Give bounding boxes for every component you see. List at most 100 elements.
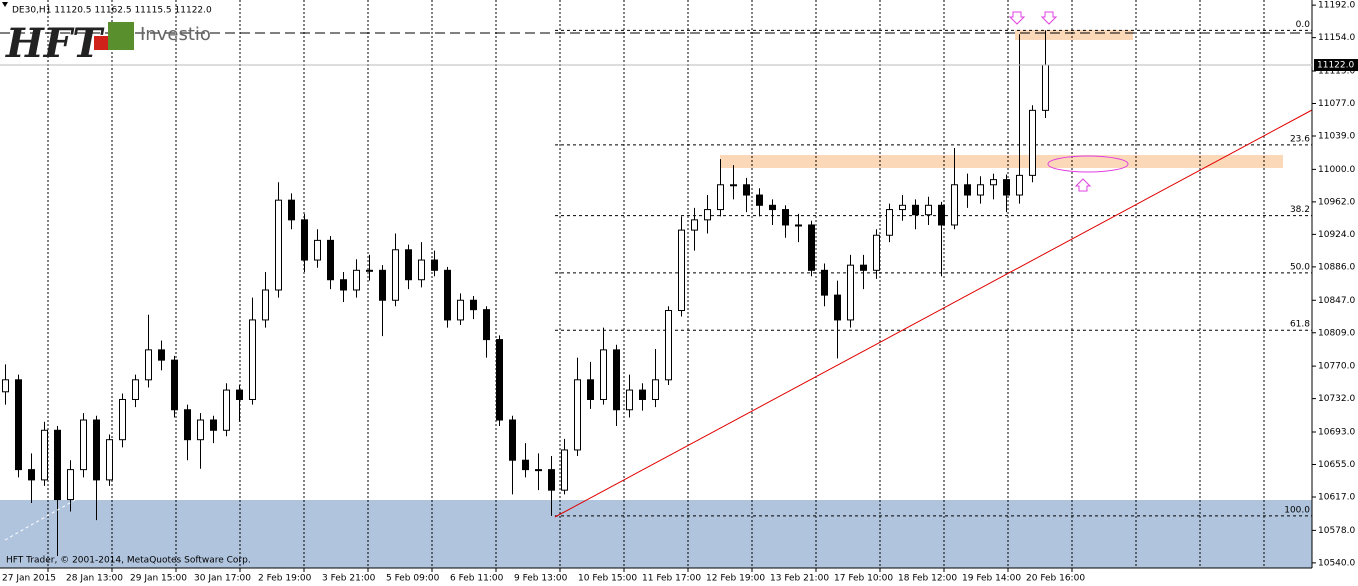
y-tick-label: 11154.0 <box>1318 33 1355 43</box>
candle-body <box>28 469 35 481</box>
candle-body <box>795 224 802 227</box>
candle-body <box>769 204 776 211</box>
arrow-up <box>1074 178 1092 192</box>
candle-body <box>626 389 633 411</box>
x-tick-label: 20 Feb 16:00 <box>1026 574 1085 584</box>
candle-body <box>1016 174 1023 196</box>
candle-body <box>899 204 906 211</box>
drawings <box>0 11 1313 541</box>
fibonacci: 0.0 23.6 38.2 50.0 61.8 100.0 <box>555 20 1312 517</box>
candle-body <box>483 309 490 341</box>
candle-body <box>509 419 516 461</box>
candle-body <box>821 269 828 296</box>
candle-body <box>327 239 334 281</box>
candle-body <box>470 299 477 311</box>
candle-body <box>158 349 165 361</box>
fib-label: 50.0 <box>1290 262 1310 272</box>
bid-label: 11122.0 <box>1317 61 1354 71</box>
candles <box>2 30 1049 557</box>
candle-body <box>93 419 100 481</box>
y-tick-label: 10924.0 <box>1318 230 1355 240</box>
candle-body <box>834 294 841 321</box>
x-tick-label: 5 Feb 09:00 <box>386 574 440 584</box>
candle-body <box>210 419 217 431</box>
arrow-down <box>1008 11 1026 25</box>
candle-body <box>717 184 724 211</box>
y-tick-label: 11039.0 <box>1318 132 1355 142</box>
candle-body <box>444 269 451 321</box>
y-tick-label: 10655.0 <box>1318 460 1355 470</box>
resistance-zone <box>1015 30 1133 40</box>
x-tick-label: 28 Jan 13:00 <box>66 574 123 584</box>
background <box>0 30 1312 568</box>
y-tick-label: 10617.0 <box>1318 493 1355 503</box>
candle-body <box>457 299 464 321</box>
candle-body <box>587 379 594 400</box>
candle-body <box>964 184 971 196</box>
y-tick-label: 11000.0 <box>1318 165 1355 175</box>
grid <box>47 0 1265 568</box>
candle-body <box>639 389 646 400</box>
candle-body <box>756 194 763 206</box>
y-tick-label: 10540.0 <box>1318 558 1355 568</box>
y-tick-label: 10732.0 <box>1318 394 1355 404</box>
candle-body <box>990 179 997 186</box>
candle-body <box>15 379 22 471</box>
fib-label: 0.0 <box>1296 20 1311 30</box>
resistance-zone <box>720 155 1283 168</box>
candle-body <box>106 439 113 481</box>
x-tick-label: 6 Feb 11:00 <box>450 574 504 584</box>
candle-body <box>67 469 74 501</box>
menu-icon <box>2 2 8 7</box>
support-zone <box>0 500 1312 568</box>
candle-body <box>912 204 919 216</box>
candle-body <box>366 269 373 272</box>
candle-body <box>353 269 360 291</box>
candle-body <box>1029 109 1036 176</box>
y-tick-label: 10693.0 <box>1318 427 1355 437</box>
x-tick-label: 2 Feb 19:00 <box>258 574 312 584</box>
candle-body <box>743 184 750 196</box>
candle-body <box>496 339 503 421</box>
candle-body <box>808 224 815 271</box>
candle-body <box>171 359 178 411</box>
trend-line-old <box>4 499 76 541</box>
candle-body <box>574 379 581 451</box>
logo-brand: HFT <box>5 20 105 67</box>
y-tick-label: 10770.0 <box>1318 362 1355 372</box>
fib-label: 38.2 <box>1290 205 1310 215</box>
trend-line <box>554 109 1313 518</box>
candle-body <box>54 429 61 501</box>
candle-body <box>236 389 243 400</box>
x-tick-label: 27 Jan 2015 <box>2 574 56 584</box>
candle-body <box>925 204 932 216</box>
candle-body <box>132 379 139 400</box>
logo-mark <box>108 22 134 50</box>
candle-body <box>665 310 672 381</box>
chart-title: DE30,H1 11120.5 11162.5 11115.5 11122.0 <box>12 6 212 16</box>
candle-body <box>392 249 399 301</box>
fib-label: 100.0 <box>1284 505 1310 515</box>
candle-body <box>288 199 295 221</box>
y-tick-label: 10578.0 <box>1318 526 1355 536</box>
candle-body <box>652 379 659 400</box>
arrow-down <box>1040 11 1058 25</box>
candle-body <box>431 259 438 271</box>
y-tick-label: 10809.0 <box>1318 328 1355 338</box>
candle-body <box>951 184 958 226</box>
candle-body <box>275 199 282 291</box>
x-tick-label: 10 Feb 15:00 <box>578 574 637 584</box>
candle-body <box>678 229 685 312</box>
candle-body <box>119 398 126 441</box>
candle-body <box>691 219 698 231</box>
y-tick-label: 10886.0 <box>1318 262 1355 272</box>
logo-name: Investio <box>140 24 211 45</box>
candle-body <box>886 209 893 236</box>
candle-body <box>730 184 737 187</box>
candle-body <box>613 349 620 411</box>
candle-body <box>873 234 880 271</box>
candle-body <box>145 349 152 381</box>
candle-body <box>379 269 386 301</box>
